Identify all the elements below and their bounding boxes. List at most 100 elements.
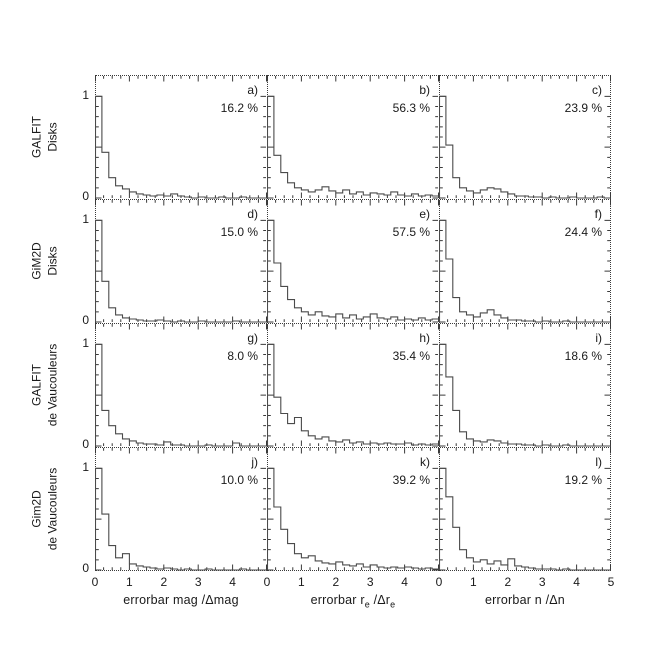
- panel-annotations: k) 39.2 %: [393, 453, 430, 489]
- row-label-1: GiM2D Disks: [29, 242, 60, 279]
- x-tick-label: 0: [263, 575, 271, 589]
- histogram-line: [439, 219, 611, 323]
- panel-letter: a): [247, 83, 258, 97]
- histogram-line: [95, 219, 267, 323]
- axis-title-subscript: e: [364, 599, 370, 610]
- panel-annotations: d) 15.0 %: [221, 205, 258, 241]
- histogram-svg: [95, 76, 267, 199]
- histogram-panel-a: a) 16.2 %: [95, 75, 267, 199]
- histogram-svg: [95, 448, 267, 571]
- axis-title-text: errorbar mag /Δmag: [123, 593, 239, 607]
- histogram-svg: [439, 448, 611, 571]
- panel-percent: 23.9 %: [564, 101, 602, 115]
- row-label-line: de Vaucouleurs: [45, 467, 59, 551]
- panel-percent: 18.6 %: [564, 349, 602, 363]
- row-label-0: GALFIT Disks: [29, 116, 60, 158]
- panel-percent: 56.3 %: [392, 101, 430, 115]
- row-label-line: de Vaucouleurs: [45, 343, 59, 427]
- panel-letter: l): [595, 455, 602, 469]
- panel-divider-horizontal: [95, 323, 611, 324]
- histogram-panel-f: f) 24.4 %: [439, 199, 611, 323]
- histogram-svg: [95, 200, 267, 323]
- x-tick-label: 1: [298, 575, 305, 589]
- panel-annotations: a) 16.2 %: [221, 81, 258, 117]
- panel-annotations: i) 18.6 %: [565, 329, 602, 365]
- row-label-3: Gim2D de Vaucouleurs: [29, 468, 60, 551]
- histogram-panel-g: g) 8.0 %: [95, 323, 267, 447]
- x-tick-label: 1: [126, 575, 133, 589]
- row-label-line: GiM2D: [29, 242, 44, 280]
- histogram-panel-d: d) 15.0 %: [95, 199, 267, 323]
- y-tick-label-1: 1: [82, 212, 89, 227]
- axis-title-text: errorbar n /Δn: [485, 593, 565, 607]
- x-tick-label: 0: [91, 575, 99, 589]
- histogram-svg: [267, 448, 439, 571]
- row-label-line: GALFIT: [29, 115, 44, 159]
- histogram-line: [267, 219, 439, 322]
- histogram-line: [267, 343, 439, 446]
- axis-title-text: errorbar r: [310, 593, 365, 607]
- panel-letter: e): [419, 207, 430, 221]
- x-tick-label: 5: [607, 575, 615, 589]
- panel-letter: i): [595, 331, 602, 345]
- x-tick-label: 3: [194, 575, 202, 589]
- panel-percent: 8.0 %: [227, 349, 258, 363]
- panel-percent: 15.0 %: [220, 225, 258, 239]
- x-axis-title-1: errorbar re /Δre: [311, 593, 396, 610]
- histogram-line: [267, 95, 439, 198]
- histogram-panel-i: i) 18.6 %: [439, 323, 611, 447]
- panel-letter: f): [594, 207, 602, 221]
- panel-letter: d): [247, 207, 258, 221]
- panel-letter: h): [419, 331, 430, 345]
- panel-annotations: l) 19.2 %: [565, 453, 602, 489]
- y-tick-label-0: 0: [82, 313, 89, 327]
- panel-percent: 10.0 %: [220, 473, 258, 487]
- histogram-line: [267, 467, 439, 570]
- axis-title-text: /Δr: [369, 593, 391, 607]
- panel-annotations: h) 35.4 %: [393, 329, 430, 365]
- row-label-2: GALFIT de Vaucouleurs: [29, 344, 60, 427]
- histogram-svg: [267, 200, 439, 323]
- panel-annotations: e) 57.5 %: [393, 205, 430, 241]
- x-tick-label: 2: [332, 575, 340, 589]
- x-tick-label: 0: [435, 575, 443, 589]
- histogram-line: [95, 95, 267, 199]
- panel-letter: k): [420, 455, 430, 469]
- panel-percent: 35.4 %: [392, 349, 430, 363]
- panel-divider-horizontal: [95, 199, 611, 200]
- row-label-line: Disks: [45, 122, 59, 152]
- row-label-line: Disks: [45, 246, 59, 276]
- histogram-svg: [95, 324, 267, 447]
- panel-letter: c): [592, 83, 602, 97]
- x-tick-label: 4: [573, 575, 580, 589]
- panel-annotations: b) 56.3 %: [393, 81, 430, 117]
- histogram-panel-h: h) 35.4 %: [267, 323, 439, 447]
- x-tick-label: 4: [229, 575, 236, 589]
- panel-percent: 19.2 %: [564, 473, 602, 487]
- x-tick-label: 2: [160, 575, 168, 589]
- axis-title-subscript: e: [390, 599, 396, 610]
- histogram-svg: [439, 76, 611, 199]
- histogram-panel-k: k) 39.2 %: [267, 447, 439, 571]
- x-tick-label: 3: [538, 575, 546, 589]
- row-label-line: Gim2D: [29, 490, 44, 528]
- histogram-svg: [439, 200, 611, 323]
- histogram-svg: [267, 76, 439, 199]
- histogram-svg: [439, 324, 611, 447]
- row-label-line: GALFIT: [29, 364, 44, 407]
- histogram-line: [439, 467, 611, 571]
- x-tick-label: 3: [366, 575, 374, 589]
- histogram-panel-j: j) 10.0 %: [95, 447, 267, 571]
- y-tick-label-1: 1: [82, 336, 89, 351]
- panel-annotations: f) 24.4 %: [565, 205, 602, 241]
- x-tick-label: 2: [504, 575, 512, 589]
- histogram-panel-e: e) 57.5 %: [267, 199, 439, 323]
- panel-percent: 24.4 %: [564, 225, 602, 239]
- panel-annotations: g) 8.0 %: [227, 329, 258, 365]
- panel-divider-horizontal: [95, 447, 611, 448]
- y-tick-label-0: 0: [82, 561, 89, 575]
- histogram-panel-l: l) 19.2 %: [439, 447, 611, 571]
- histogram-panel-c: c) 23.9 %: [439, 75, 611, 199]
- x-axis-title-2: errorbar n /Δn: [485, 593, 565, 607]
- histogram-line: [95, 467, 267, 571]
